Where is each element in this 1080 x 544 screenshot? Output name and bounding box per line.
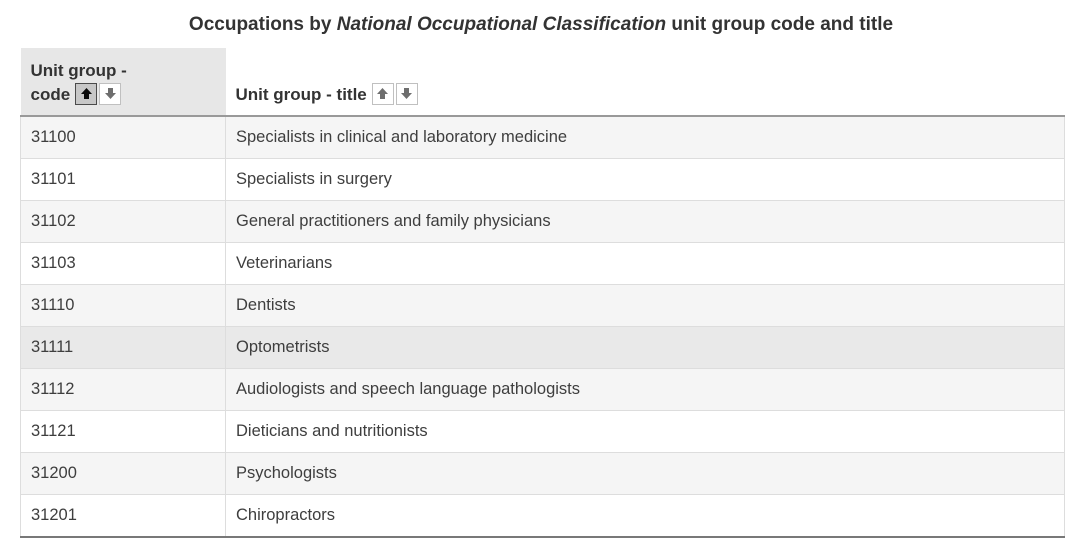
table-row[interactable]: 31121 Dieticians and nutritionists — [20, 410, 1065, 453]
arrow-up-icon — [80, 88, 92, 100]
table-row[interactable]: 31112 Audiologists and speech language p… — [20, 368, 1065, 411]
sort-descending-button[interactable] — [395, 82, 418, 105]
table-row[interactable]: 31101 Specialists in surgery — [20, 158, 1065, 201]
unit-group-title-cell: General practitioners and family physici… — [225, 200, 1065, 243]
unit-group-title-cell: Dieticians and nutritionists — [225, 410, 1065, 453]
unit-group-title-cell: Specialists in surgery — [225, 158, 1065, 201]
header-row: Unit group - code Unit group - title — [20, 48, 1065, 117]
table-header: Unit group - code Unit group - title — [20, 48, 1065, 117]
occupations-table: Unit group - code Unit group - title 311… — [20, 48, 1065, 538]
table-row[interactable]: 31100 Specialists in clinical and labora… — [20, 115, 1065, 159]
column-header-unit-group-title: Unit group - title — [225, 48, 1065, 117]
unit-group-code-cell: 31111 — [20, 326, 226, 369]
sort-descending-button[interactable] — [99, 82, 122, 105]
unit-group-code-cell: 31103 — [20, 242, 226, 285]
unit-group-title-cell: Specialists in clinical and laboratory m… — [225, 115, 1065, 159]
table-title: Occupations by National Occupational Cla… — [20, 12, 1062, 38]
sort-ascending-button[interactable] — [371, 82, 394, 105]
column-header-unit-group-code: Unit group - code — [20, 48, 226, 117]
column-label-line-1: Unit group - — [30, 61, 127, 80]
unit-group-title-cell: Dentists — [225, 284, 1065, 327]
sort-controls-title — [371, 82, 418, 105]
table-title-suffix: unit group code and title — [666, 14, 894, 35]
table-row[interactable]: 31102 General practitioners and family p… — [20, 200, 1065, 243]
column-label: Unit group - title — [235, 85, 367, 104]
unit-group-code-cell: 31101 — [20, 158, 226, 201]
table-row[interactable]: 31200 Psychologists — [20, 452, 1065, 495]
unit-group-title-cell: Chiropractors — [225, 494, 1065, 537]
unit-group-code-cell: 31102 — [20, 200, 226, 243]
table-title-emphasis: National Occupational Classification — [336, 14, 667, 35]
unit-group-title-cell: Veterinarians — [225, 242, 1065, 285]
unit-group-code-cell: 31110 — [20, 284, 226, 327]
unit-group-title-cell: Psychologists — [225, 452, 1065, 495]
table-row[interactable]: 31111 Optometrists — [20, 326, 1065, 369]
arrow-down-icon — [104, 88, 116, 100]
column-label-line-2: code — [30, 85, 71, 104]
unit-group-code-cell: 31201 — [20, 494, 226, 537]
table-body: 31100 Specialists in clinical and labora… — [20, 115, 1065, 537]
table-row[interactable]: 31110 Dentists — [20, 284, 1065, 327]
table-row[interactable]: 31201 Chiropractors — [20, 494, 1065, 537]
unit-group-code-cell: 31100 — [20, 115, 226, 159]
sort-controls-code — [75, 82, 122, 105]
unit-group-code-cell: 31112 — [20, 368, 226, 411]
table-row[interactable]: 31103 Veterinarians — [20, 242, 1065, 285]
unit-group-code-cell: 31121 — [20, 410, 226, 453]
unit-group-title-cell: Audiologists and speech language patholo… — [225, 368, 1065, 411]
unit-group-title-cell: Optometrists — [225, 326, 1065, 369]
arrow-down-icon — [401, 88, 413, 100]
unit-group-code-cell: 31200 — [20, 452, 226, 495]
sort-ascending-button[interactable] — [75, 82, 98, 105]
table-title-prefix: Occupations by — [188, 14, 337, 35]
arrow-up-icon — [377, 88, 389, 100]
